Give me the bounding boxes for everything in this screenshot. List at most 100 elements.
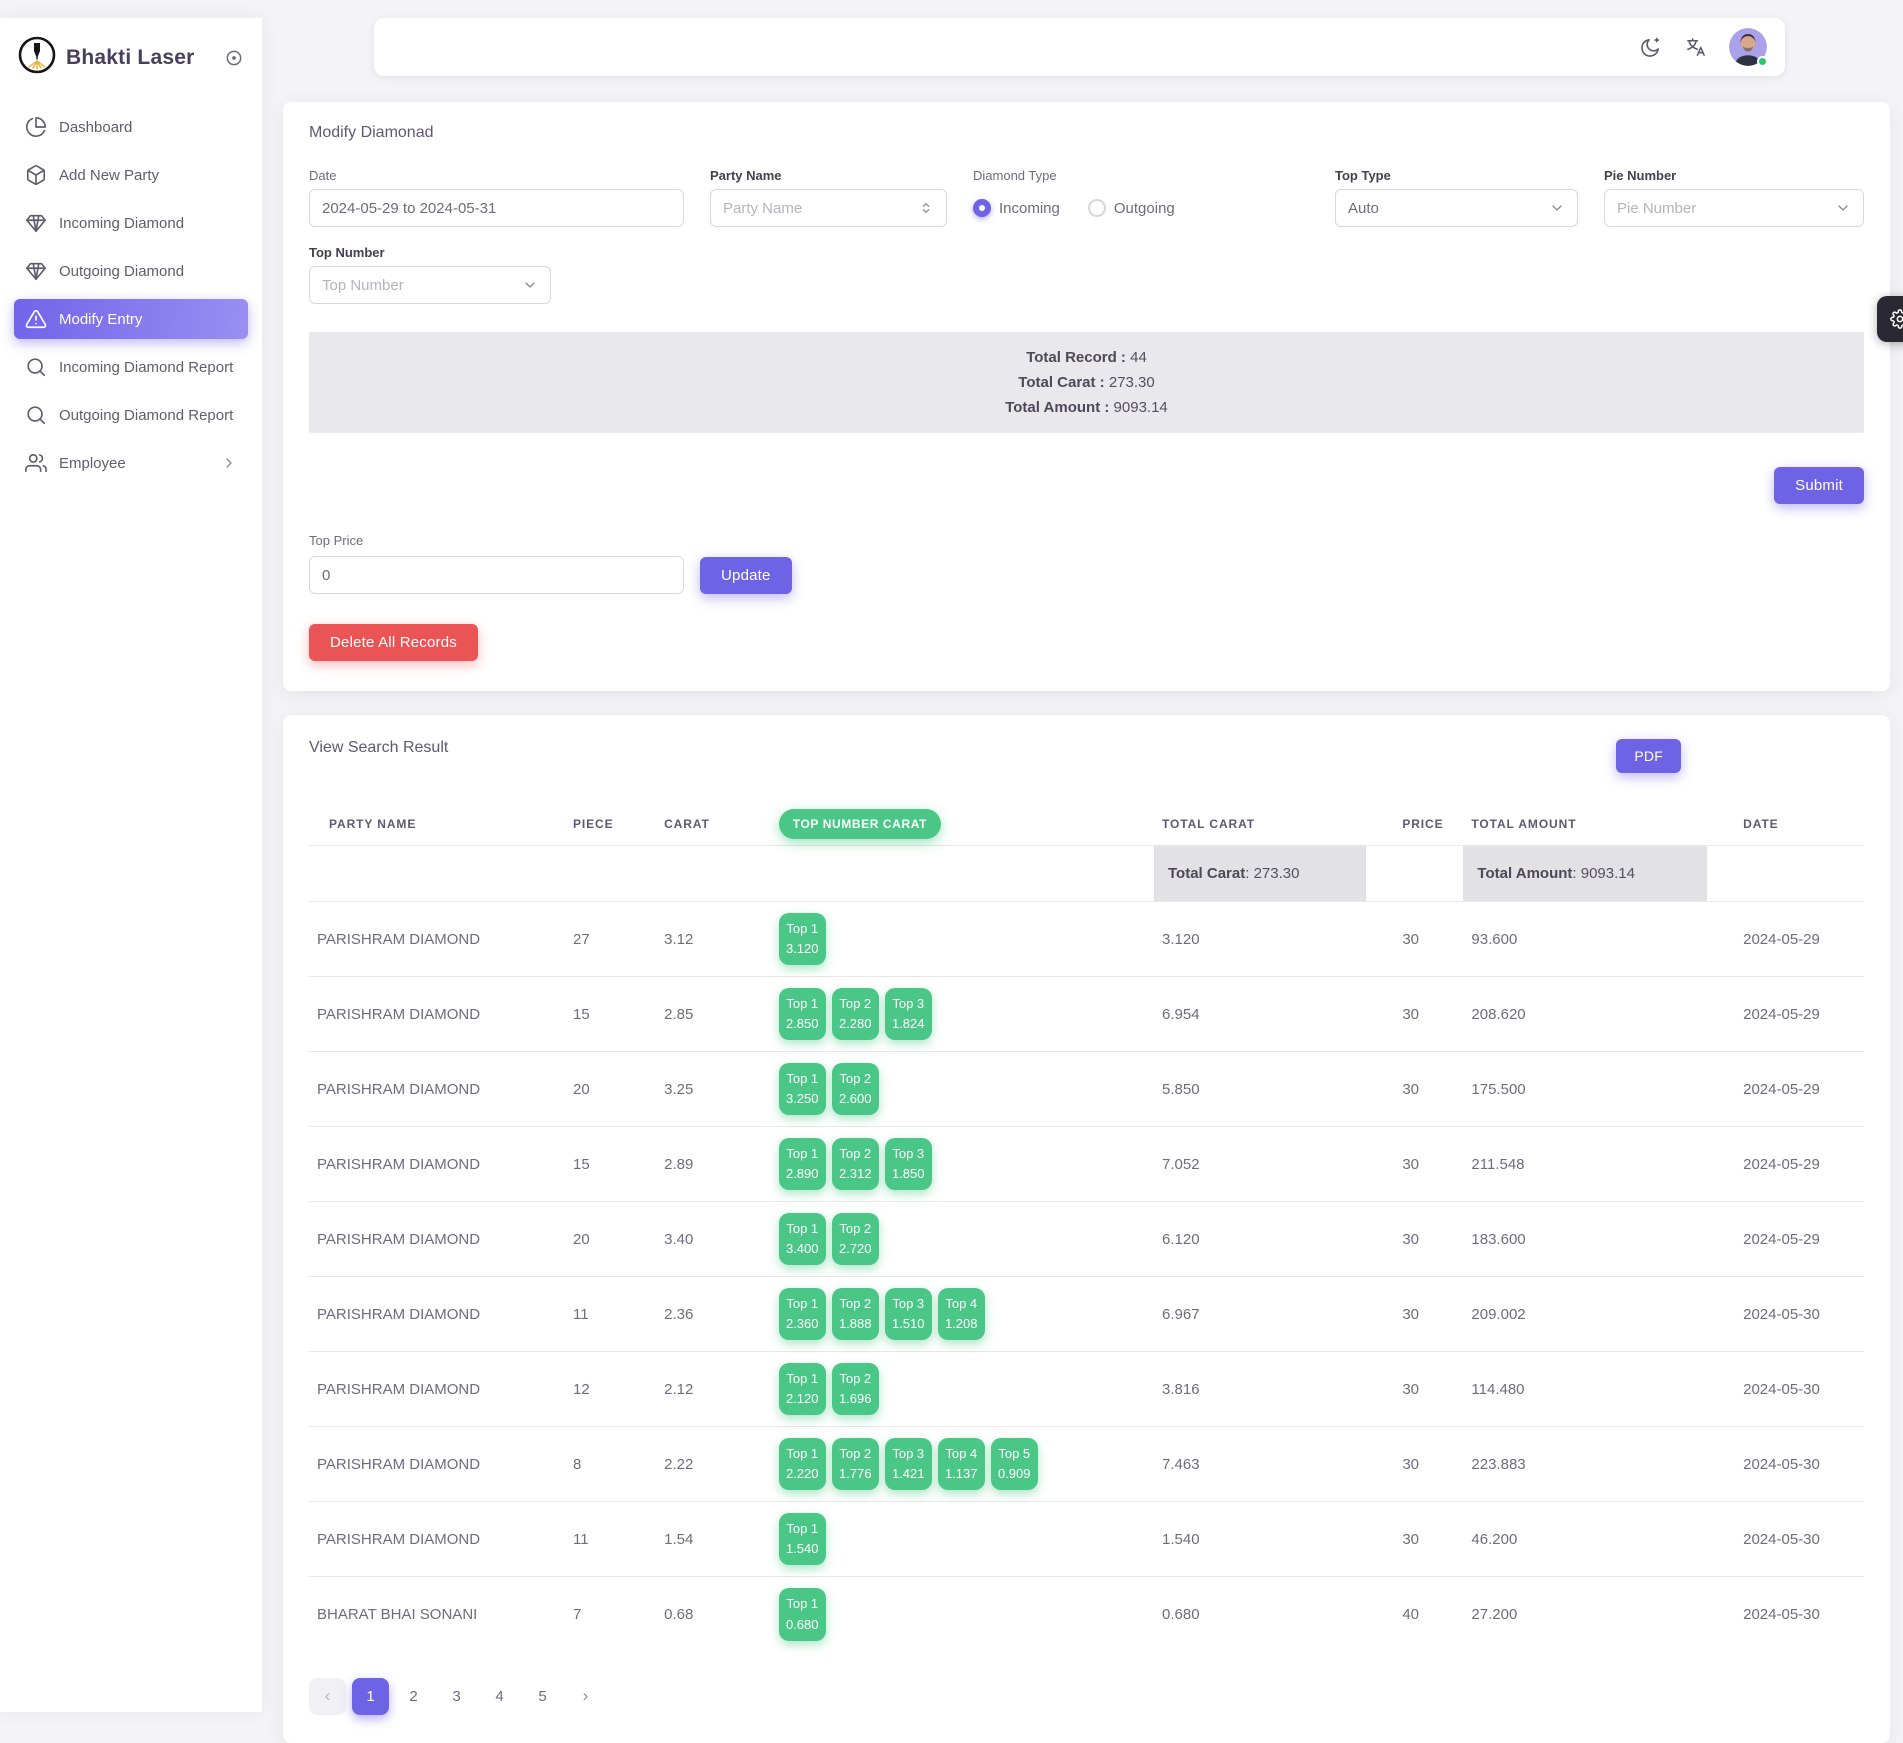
top-badge-label: Top 1 [786, 921, 819, 937]
top-badge-group: Top 1 2.360 Top 2 1.888 Top 3 1.510 Top 4 1.208 [778, 1288, 1146, 1341]
sidebar-item-dashboard[interactable]: Dashboard [14, 107, 248, 147]
pagination-page-3[interactable]: 3 [452, 1687, 461, 1705]
top-badge-value: 3.250 [785, 1091, 819, 1107]
top-badge-label: Top 2 [839, 1296, 872, 1312]
party-name-select[interactable]: Party Name [710, 189, 947, 227]
top-badge: Top 1 3.120 [778, 913, 826, 966]
party-name-cell: PARISHRAM DIAMOND [309, 1051, 566, 1127]
top-number-select[interactable]: Top Number [309, 266, 551, 304]
top-badge-label: Top 1 [786, 1146, 819, 1162]
radio-incoming[interactable]: Incoming [973, 199, 1060, 217]
total-carat-line: Total Carat : 273.30 [1018, 373, 1155, 391]
update-button[interactable]: Update [700, 556, 792, 594]
total-carat-cell: 6.120 [1154, 1201, 1395, 1277]
top-badge-value: 3.400 [785, 1241, 819, 1257]
column-header-carat: CARAT [664, 817, 710, 832]
top-badge-label: Top 4 [945, 1296, 978, 1312]
top-badge-value: 1.208 [944, 1316, 978, 1332]
party-name-cell: PARISHRAM DIAMOND [309, 1426, 566, 1502]
table-total-row: Total Carat : 273.30 Total Amount : 9093… [309, 845, 1864, 902]
language-icon[interactable] [1684, 36, 1707, 59]
top-number-carat-cell: Top 1 3.250 Top 2 2.600 [770, 1051, 1154, 1127]
sidebar-item-incoming-diamond[interactable]: Incoming Diamond [14, 203, 248, 243]
carat-cell: 1.54 [656, 1501, 771, 1577]
price-cell: 40 [1394, 1576, 1464, 1652]
diamond-type-label: Diamond Type [973, 168, 1057, 183]
sidebar-item-outgoing-diamond-report[interactable]: Outgoing Diamond Report [14, 395, 248, 435]
date-cell: 2024-05-30 [1735, 1351, 1864, 1427]
top-badge-value: 2.360 [785, 1316, 819, 1332]
total-record-line: Total Record : 44 [1026, 349, 1147, 366]
pdf-button[interactable]: PDF [1616, 739, 1681, 774]
pagination-next[interactable]: › [582, 1686, 589, 1706]
top-type-select[interactable]: Auto [1335, 189, 1578, 227]
pie-number-select[interactable]: Pie Number [1604, 189, 1864, 227]
top-number-carat-cell: Top 1 2.890 Top 2 2.312 Top 3 1.850 [770, 1126, 1154, 1202]
top-badge: Top 1 0.680 [778, 1588, 826, 1641]
total-carat-cell: 7.463 [1154, 1426, 1395, 1502]
table-row: BHARAT BHAI SONANI 7 0.68 Top 1 0.680 0.680 40… [309, 1576, 1864, 1652]
submit-button[interactable]: Submit [1774, 467, 1864, 505]
chevron-right-icon [226, 458, 232, 468]
sidebar-item-modify-entry[interactable]: Modify Entry [14, 299, 248, 339]
pagination-page-1[interactable]: 1 [352, 1677, 389, 1715]
top-badge-group: Top 1 2.850 Top 2 2.280 Top 3 1.824 [778, 988, 1146, 1041]
piece-cell: 8 [565, 1426, 657, 1502]
top-badge-label: Top 1 [786, 1371, 819, 1387]
piece-cell: 27 [565, 901, 657, 977]
sidebar-item-add-new-party[interactable]: Add New Party [14, 155, 248, 195]
sidebar-pin-icon[interactable] [224, 48, 244, 68]
piece-cell: 11 [565, 1276, 657, 1352]
top-badge-value: 1.824 [891, 1016, 925, 1032]
carat-cell: 3.12 [656, 901, 771, 977]
top-badge: Top 1 3.250 [778, 1063, 826, 1116]
piece-cell: 11 [565, 1501, 657, 1577]
avatar[interactable] [1729, 28, 1768, 67]
top-badge-group: Top 1 3.400 Top 2 2.720 [778, 1213, 1146, 1266]
top-badge-value: 2.220 [785, 1466, 819, 1482]
price-cell: 30 [1394, 976, 1464, 1052]
column-header-party-name: PARTY NAME [329, 817, 417, 832]
pagination-page-4[interactable]: 4 [495, 1687, 504, 1705]
dark-mode-icon[interactable] [1639, 36, 1662, 59]
status-badge [1757, 56, 1768, 67]
radio-outgoing[interactable]: Outgoing [1087, 199, 1175, 217]
settings-fab[interactable] [1877, 296, 1903, 342]
top-badge: Top 2 2.312 [831, 1138, 879, 1191]
top-badge: Top 4 1.208 [937, 1288, 985, 1341]
party-name-cell: PARISHRAM DIAMOND [309, 1201, 566, 1277]
radio-checked-icon [973, 199, 991, 217]
party-name-cell: PARISHRAM DIAMOND [309, 1501, 566, 1577]
sidebar-item-employee[interactable]: Employee [14, 443, 248, 483]
carat-cell: 2.22 [656, 1426, 771, 1502]
table-row: PARISHRAM DIAMOND 12 2.12 Top 1 2.120 Top 2 1.… [309, 1351, 1864, 1427]
top-badge: Top 2 1.696 [831, 1363, 879, 1416]
box-icon [26, 165, 46, 186]
top-badge-group: Top 1 3.120 [778, 913, 1146, 966]
sidebar-item-outgoing-diamond[interactable]: Outgoing Diamond [14, 251, 248, 291]
chevron-down-icon [525, 282, 535, 288]
sidebar-item-label: Add New Party [59, 166, 160, 184]
search-results-card: View Search Result PDF PARTY NAME PIECE … [283, 715, 1890, 1743]
pagination-page-2[interactable]: 2 [409, 1687, 418, 1705]
pagination-page-5[interactable]: 5 [538, 1687, 547, 1705]
date-cell: 2024-05-30 [1735, 1426, 1864, 1502]
total-carat-cell: 6.967 [1154, 1276, 1395, 1352]
sidebar-item-label: Outgoing Diamond [59, 262, 185, 280]
pagination-prev[interactable]: ‹ [309, 1677, 346, 1715]
total-carat-cell: 6.954 [1154, 976, 1395, 1052]
carat-cell: 2.12 [656, 1351, 771, 1427]
top-price-input[interactable] [309, 556, 684, 595]
delete-all-records-button[interactable]: Delete All Records [309, 624, 478, 662]
sidebar-item-label: Incoming Diamond [59, 214, 185, 232]
top-badge-value: 0.680 [785, 1616, 819, 1632]
total-amount-cell: 27.200 [1463, 1576, 1736, 1652]
sidebar-item-incoming-diamond-report[interactable]: Incoming Diamond Report [14, 347, 248, 387]
price-cell: 30 [1394, 1351, 1464, 1427]
date-range-input[interactable] [309, 189, 684, 227]
gear-icon [1890, 309, 1903, 329]
top-badge-label: Top 3 [892, 1296, 925, 1312]
top-badge: Top 2 2.600 [831, 1063, 879, 1116]
brand: Bhakti Laser [0, 18, 262, 87]
sidebar-item-label: Dashboard [59, 118, 133, 136]
